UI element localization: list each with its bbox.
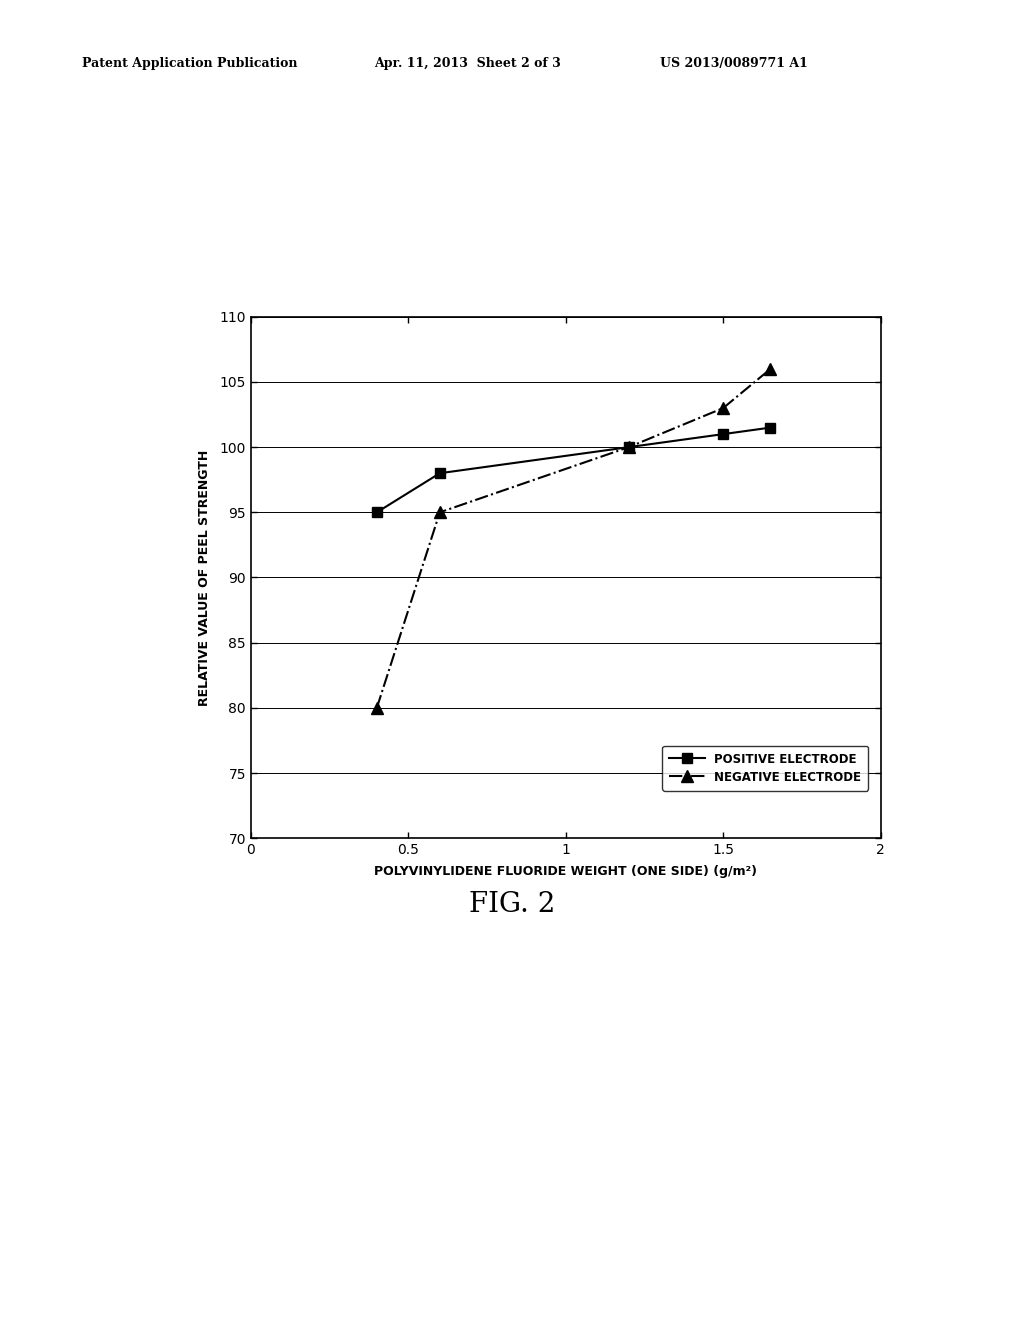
POSITIVE ELECTRODE	[371, 504, 383, 520]
NEGATIVE ELECTRODE	[717, 400, 729, 416]
POSITIVE ELECTRODE	[434, 465, 446, 480]
NEGATIVE ELECTRODE	[371, 700, 383, 715]
X-axis label: POLYVINYLIDENE FLUORIDE WEIGHT (ONE SIDE) (g/m²): POLYVINYLIDENE FLUORIDE WEIGHT (ONE SIDE…	[374, 866, 758, 878]
Line: POSITIVE ELECTRODE: POSITIVE ELECTRODE	[372, 422, 775, 517]
NEGATIVE ELECTRODE	[434, 504, 446, 520]
NEGATIVE ELECTRODE	[764, 360, 776, 376]
NEGATIVE ELECTRODE	[623, 440, 635, 455]
Text: US 2013/0089771 A1: US 2013/0089771 A1	[660, 57, 808, 70]
Text: Apr. 11, 2013  Sheet 2 of 3: Apr. 11, 2013 Sheet 2 of 3	[374, 57, 560, 70]
POSITIVE ELECTRODE	[717, 426, 729, 442]
Line: NEGATIVE ELECTRODE: NEGATIVE ELECTRODE	[372, 363, 776, 713]
Text: FIG. 2: FIG. 2	[469, 891, 555, 917]
POSITIVE ELECTRODE	[623, 440, 635, 455]
Text: Patent Application Publication: Patent Application Publication	[82, 57, 297, 70]
Y-axis label: RELATIVE VALUE OF PEEL STRENGTH: RELATIVE VALUE OF PEEL STRENGTH	[199, 449, 211, 706]
POSITIVE ELECTRODE	[764, 420, 776, 436]
Legend: POSITIVE ELECTRODE, NEGATIVE ELECTRODE: POSITIVE ELECTRODE, NEGATIVE ELECTRODE	[663, 746, 868, 791]
